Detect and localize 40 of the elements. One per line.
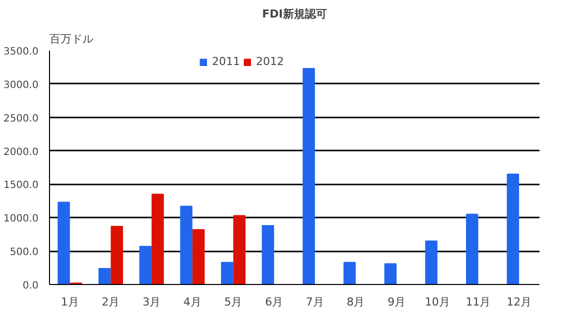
x-tick-label: 9月 <box>388 296 406 308</box>
x-tick-label: 2月 <box>102 296 120 308</box>
y-tick-label: 500.0 <box>10 247 39 258</box>
x-tick-label: 3月 <box>142 296 161 308</box>
legend-label: 2012 <box>256 55 284 68</box>
y-tick-label: 3000.0 <box>4 80 39 91</box>
x-tick-label: 5月 <box>224 296 242 308</box>
bar <box>180 206 192 284</box>
bar <box>192 229 205 284</box>
y-tick-label: 1000.0 <box>4 214 39 225</box>
bar <box>466 214 478 284</box>
x-tick-label: 1月 <box>60 296 79 308</box>
bar <box>233 215 246 284</box>
bar <box>262 225 274 284</box>
bar <box>98 268 111 284</box>
bar <box>343 262 356 284</box>
y-axis-title: 百万ドル <box>50 32 94 46</box>
x-tick-label: 6月 <box>265 296 284 308</box>
bar <box>110 226 124 284</box>
bar <box>152 194 164 284</box>
y-tick-label: 2000.0 <box>4 146 39 158</box>
y-tick-label: 0.0 <box>22 280 39 292</box>
y-tick-label: 1500.0 <box>4 180 39 192</box>
bar <box>220 262 234 284</box>
bar <box>384 263 397 284</box>
bar <box>302 68 315 284</box>
x-tick-label: 10月 <box>424 296 450 308</box>
bar <box>139 246 152 284</box>
x-tick-label: 11月 <box>466 296 491 308</box>
bar <box>58 202 70 284</box>
y-tick-label: 3500.0 <box>4 46 39 58</box>
chart-title: FDI新規認可 <box>262 8 327 20</box>
x-tick-label: 7月 <box>306 296 324 308</box>
x-tick-label: 12月 <box>506 296 532 308</box>
bar <box>506 174 520 284</box>
x-tick-label: 8月 <box>346 296 365 308</box>
y-tick-label: 2500.0 <box>4 113 39 124</box>
x-tick-label: 4月 <box>183 296 202 308</box>
bar <box>425 240 438 284</box>
legend-label: 2011 <box>212 55 240 68</box>
